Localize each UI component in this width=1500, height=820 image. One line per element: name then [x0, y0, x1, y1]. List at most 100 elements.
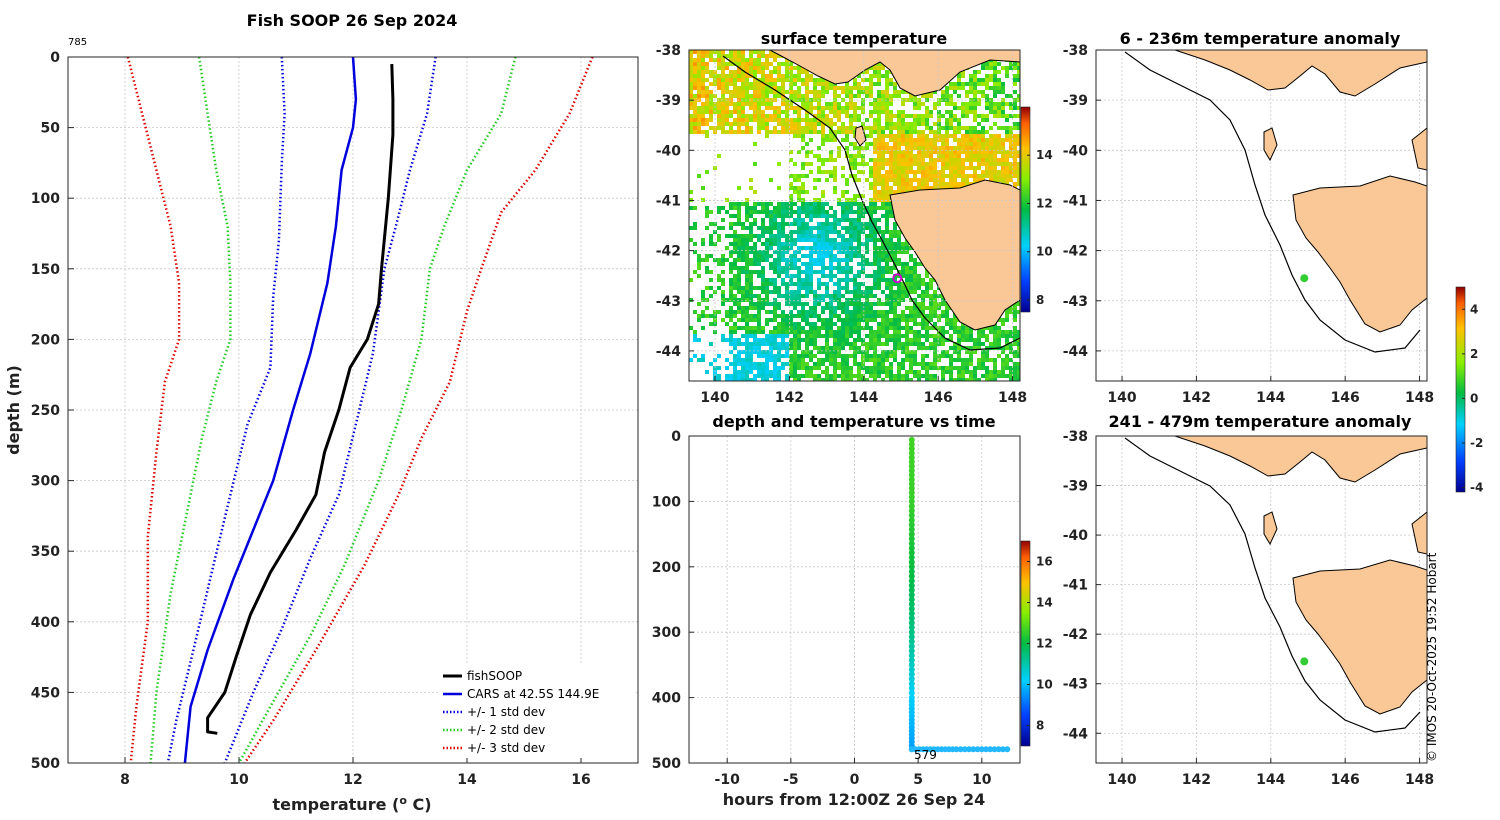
sst-pixel	[837, 294, 841, 298]
sst-pixel	[817, 330, 821, 334]
time-xtick-label: 5	[913, 772, 923, 788]
sst-pixel	[689, 70, 693, 74]
sst-pixel	[869, 310, 873, 314]
sst-pixel	[797, 294, 801, 298]
sst-pixel	[749, 114, 753, 118]
sst-pixel	[869, 94, 873, 98]
sst-pixel	[693, 130, 697, 134]
sst-pixel	[981, 118, 985, 122]
sst-pixel	[805, 294, 809, 298]
sst-pixel	[733, 238, 737, 242]
sst-pixel	[745, 262, 749, 266]
legend-label-std3: +/- 3 std dev	[467, 741, 545, 755]
sst-pixel	[981, 90, 985, 94]
sst-pixel	[881, 314, 885, 318]
anom-top-xtick-label: 146	[1331, 390, 1360, 406]
sst-pixel	[757, 126, 761, 130]
sst-pixel	[805, 210, 809, 214]
sst-pixel	[909, 278, 913, 282]
sst-pixel	[917, 314, 921, 318]
sst-pixel	[745, 294, 749, 298]
sst-pixel	[933, 122, 937, 126]
sst-pixel	[805, 122, 809, 126]
sst-pixel	[893, 346, 897, 350]
sst-pixel	[873, 110, 877, 114]
sst-pixel	[861, 290, 865, 294]
sst-pixel	[965, 330, 969, 334]
sst-pixel	[817, 226, 821, 230]
sst-pixel	[741, 318, 745, 322]
sst-pixel	[833, 226, 837, 230]
sst-pixel	[905, 134, 909, 138]
sst-pixel	[861, 90, 865, 94]
sst-pixel	[709, 102, 713, 106]
sst-pixel	[873, 138, 877, 142]
sst-pixel	[745, 258, 749, 262]
sst-pixel	[893, 254, 897, 258]
sst-pixel	[729, 70, 733, 74]
sst-pixel	[749, 106, 753, 110]
sst-pixel	[981, 134, 985, 138]
sst-pixel	[709, 106, 713, 110]
sst-pixel	[969, 158, 973, 162]
sst-pixel	[689, 326, 693, 330]
sst-pixel	[901, 110, 905, 114]
sst-pixel	[853, 110, 857, 114]
sst-pixel	[737, 186, 741, 190]
sst-pixel	[805, 234, 809, 238]
sst-pixel	[873, 182, 877, 186]
sst-pixel	[817, 78, 821, 82]
sst-pixel	[841, 370, 845, 374]
profile-xtick-label: 14	[457, 772, 477, 788]
sst-pixel	[989, 62, 993, 66]
anom-bottom-xtick-label: 146	[1331, 772, 1360, 788]
sst-pixel	[849, 202, 853, 206]
sst-pixel	[849, 242, 853, 246]
sst-pixel	[977, 158, 981, 162]
sst-pixel	[929, 174, 933, 178]
sst-pixel	[697, 130, 701, 134]
sst-pixel	[925, 114, 929, 118]
sst-pixel	[769, 234, 773, 238]
sst-pixel	[869, 290, 873, 294]
sst-pixel	[865, 126, 869, 130]
sst-pixel	[705, 118, 709, 122]
sst-pixel	[773, 314, 777, 318]
sst-pixel	[885, 310, 889, 314]
sst-pixel	[833, 306, 837, 310]
sst-pixel	[973, 154, 977, 158]
sst-pixel	[773, 346, 777, 350]
sst-pixel	[821, 226, 825, 230]
sst-pixel	[849, 290, 853, 294]
anom-cbar-tick-label: -4	[1470, 481, 1483, 495]
sst-pixel	[877, 182, 881, 186]
sst-pixel	[957, 118, 961, 122]
sst-pixel	[817, 302, 821, 306]
sst-pixel	[821, 270, 825, 274]
sst-pixel	[757, 82, 761, 86]
sst-pixel	[801, 310, 805, 314]
sst-pixel	[909, 258, 913, 262]
sst-pixel	[917, 262, 921, 266]
sst-pixel	[793, 126, 797, 130]
profile-xtick-label: 8	[120, 772, 130, 788]
sst-pixel	[961, 178, 965, 182]
sst-pixel	[873, 254, 877, 258]
sst-pixel	[737, 238, 741, 242]
sst-pixel	[769, 70, 773, 74]
sst-pixel	[873, 190, 877, 194]
sst-pixel	[825, 242, 829, 246]
sst-pixel	[869, 238, 873, 242]
sst-pixel	[721, 258, 725, 262]
sst-pixel	[805, 374, 809, 378]
sst-pixel	[701, 106, 705, 110]
sst-pixel	[857, 234, 861, 238]
sst-pixel	[1001, 90, 1005, 94]
sst-pixel	[841, 86, 845, 90]
sst-pixel	[833, 90, 837, 94]
sst-colorbar	[1021, 107, 1030, 312]
sst-pixel	[801, 302, 805, 306]
sst-pixel	[793, 322, 797, 326]
sst-pixel	[689, 278, 693, 282]
sst-pixel	[845, 354, 849, 358]
